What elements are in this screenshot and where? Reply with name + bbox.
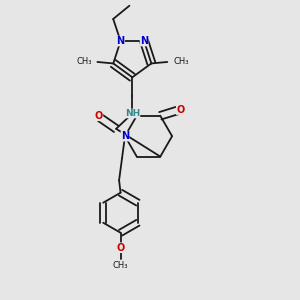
Text: O: O bbox=[116, 243, 125, 253]
Text: NH: NH bbox=[125, 109, 140, 118]
Text: CH₃: CH₃ bbox=[76, 58, 92, 67]
Text: O: O bbox=[176, 105, 184, 115]
Text: O: O bbox=[94, 111, 103, 121]
Text: N: N bbox=[140, 36, 148, 46]
Text: CH₃: CH₃ bbox=[113, 261, 128, 270]
Text: CH₃: CH₃ bbox=[173, 58, 189, 67]
Text: N: N bbox=[121, 131, 129, 141]
Text: N: N bbox=[116, 36, 124, 46]
